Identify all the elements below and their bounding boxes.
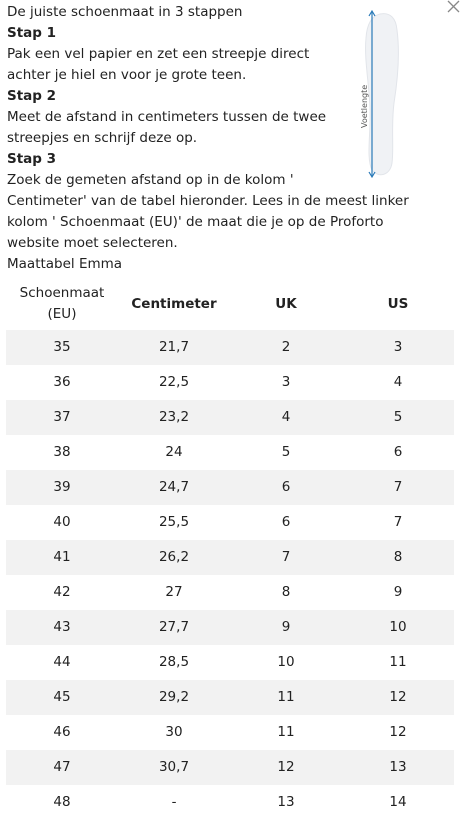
table-cell: 42: [53, 584, 71, 600]
step-text: Zoek de gemeten afstand op in de kolom '…: [7, 172, 409, 251]
table-cell: 27,7: [118, 610, 230, 645]
table-cell: 6: [281, 514, 291, 530]
column-header: US: [342, 278, 454, 330]
table-cell: 45: [6, 680, 118, 715]
table-row: 45 29,2 11 12: [6, 680, 454, 715]
table-cell: 39: [6, 470, 118, 505]
table-row: 36 22,5 3 4: [6, 365, 454, 400]
table-cell: 9: [393, 584, 403, 600]
table-cell: 7: [393, 514, 403, 530]
table-row: 39 24,7 6 7: [6, 470, 454, 505]
table-cell: 8: [281, 584, 291, 600]
table-cell: 38: [53, 444, 71, 460]
table-cell: 12: [389, 724, 407, 740]
column-header: Centimeter: [118, 278, 230, 330]
step-text: Meet de afstand in centimeters tussen de…: [7, 109, 327, 146]
table-cell: 6: [230, 470, 342, 505]
table-cell: -: [171, 794, 177, 810]
table-title: Maattabel Emma: [7, 256, 123, 272]
table-cell: 41: [6, 540, 118, 575]
intro: Voetlengte De juiste schoenmaat in 3 sta…: [7, 2, 422, 275]
table-cell: 11: [389, 654, 407, 670]
table-row: 35 21,7 2 3: [6, 330, 454, 365]
table-cell: 22,5: [158, 374, 190, 390]
table-cell: 23,2: [118, 400, 230, 435]
table-cell: 48: [53, 794, 71, 810]
column-header: Schoenmaat (EU): [6, 278, 118, 330]
table-cell: 9: [230, 610, 342, 645]
column-header-text: US: [387, 295, 409, 312]
table-cell: 11: [277, 724, 295, 740]
foot-label: Voetlengte: [360, 85, 369, 128]
table-row: 40 25,5 6 7: [6, 505, 454, 540]
table-cell: 43: [6, 610, 118, 645]
table-cell: 27: [165, 584, 183, 600]
table-cell: 10: [342, 610, 454, 645]
foot-illustration: Voetlengte: [360, 9, 399, 179]
table-cell: 3: [281, 374, 291, 390]
column-header-text: UK: [275, 295, 297, 312]
table-cell: 37: [6, 400, 118, 435]
table-row: 47 30,7 12 13: [6, 750, 454, 785]
table-row: 38 24 5 6: [6, 435, 454, 470]
table-cell: 36: [53, 374, 71, 390]
table-cell: 7: [230, 540, 342, 575]
table-row: 46 30 11 12: [6, 715, 454, 750]
table-cell: 25,5: [158, 514, 190, 530]
table-row: 44 28,5 10 11: [6, 645, 454, 680]
table-cell: 3: [342, 330, 454, 365]
table-cell: 26,2: [118, 540, 230, 575]
table-cell: 4: [393, 374, 403, 390]
title: De juiste schoenmaat in 3 stappen: [7, 4, 243, 20]
table-cell: 21,7: [118, 330, 230, 365]
step-text: Pak een vel papier en zet een streepje d…: [7, 46, 310, 83]
table-cell: 12: [342, 680, 454, 715]
table-cell: 44: [53, 654, 71, 670]
table-cell: 24: [165, 444, 183, 460]
table-cell: 47: [6, 750, 118, 785]
column-header: UK: [230, 278, 342, 330]
table-cell: 5: [342, 400, 454, 435]
table-cell: 28,5: [158, 654, 190, 670]
step-heading: Stap 1: [7, 25, 57, 41]
table-cell: 35: [6, 330, 118, 365]
column-header-text: Schoenmaat (EU): [19, 285, 105, 322]
size-table: Schoenmaat (EU) Centimeter UK US 35 21,7 2 3 36…: [6, 278, 454, 820]
table-cell: 5: [281, 444, 291, 460]
table-cell: 14: [389, 794, 407, 810]
table-cell: 6: [393, 444, 403, 460]
table-cell: 2: [230, 330, 342, 365]
table-cell: 24,7: [118, 470, 230, 505]
table-cell: 29,2: [118, 680, 230, 715]
column-header-text: Centimeter: [131, 295, 217, 312]
table-row: 41 26,2 7 8: [6, 540, 454, 575]
table-cell: 13: [342, 750, 454, 785]
table-row: 37 23,2 4 5: [6, 400, 454, 435]
table-row: 48 - 13 14: [6, 785, 454, 820]
step-heading: Stap 2: [7, 88, 57, 104]
table-cell: 30: [165, 724, 183, 740]
table-cell: 11: [230, 680, 342, 715]
table-cell: 13: [277, 794, 295, 810]
step-heading: Stap 3: [7, 151, 57, 167]
table-cell: 40: [53, 514, 71, 530]
table-cell: 8: [342, 540, 454, 575]
table-row: 42 27 8 9: [6, 575, 454, 610]
table-cell: 7: [342, 470, 454, 505]
table-cell: 4: [230, 400, 342, 435]
table-cell: 10: [277, 654, 295, 670]
table-cell: 46: [53, 724, 71, 740]
table-cell: 12: [230, 750, 342, 785]
close-button[interactable]: [447, 0, 460, 13]
table-row: 43 27,7 9 10: [6, 610, 454, 645]
table-cell: 30,7: [118, 750, 230, 785]
